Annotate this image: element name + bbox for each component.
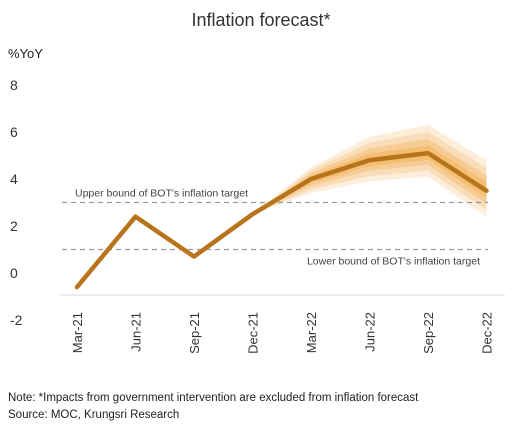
x-tick-label: Dec-22 <box>480 312 495 354</box>
data-point <box>192 255 196 259</box>
forecast-band-layer <box>252 139 487 215</box>
data-point <box>134 215 137 219</box>
x-tick-label: Sep-22 <box>421 312 436 354</box>
series-line <box>74 150 489 290</box>
y-tick-label: 6 <box>10 124 18 140</box>
y-tick-label: -2 <box>10 312 23 328</box>
x-tick-label: Mar-21 <box>70 312 85 353</box>
data-point <box>485 189 488 193</box>
y-axis-label: %YoY <box>8 46 43 61</box>
x-tick-label: Jun-21 <box>129 312 144 352</box>
x-tick-label: Jun-22 <box>363 312 378 352</box>
forecast-band-layer <box>252 124 487 217</box>
y-tick-label: 0 <box>10 265 18 281</box>
inflation-chart: 8 6 4 2 0 -2 Upper bound of BOT's inflation ta… <box>10 77 505 354</box>
footnote: Note: *Impacts from government intervent… <box>8 392 419 404</box>
source-note: Source: MOC, Krungsri Research <box>8 409 180 421</box>
data-point <box>75 285 79 289</box>
x-tick-label: Sep-21 <box>187 312 202 354</box>
data-point <box>368 158 371 162</box>
upper-bound-label: Upper bound of BOT's inflation target <box>75 188 248 200</box>
chart-title: Inflation forecast* <box>191 10 331 30</box>
x-tick-label: Dec-21 <box>246 312 261 354</box>
data-point <box>426 151 430 155</box>
lower-bound-label: Lower bound of BOT's inflation target <box>307 256 480 268</box>
y-tick-label: 2 <box>10 218 18 234</box>
y-tick-label: 8 <box>10 77 18 93</box>
data-point <box>251 212 254 216</box>
y-tick-label: 4 <box>10 171 18 187</box>
data-point <box>309 177 313 181</box>
x-tick-label: Mar-22 <box>304 312 319 353</box>
